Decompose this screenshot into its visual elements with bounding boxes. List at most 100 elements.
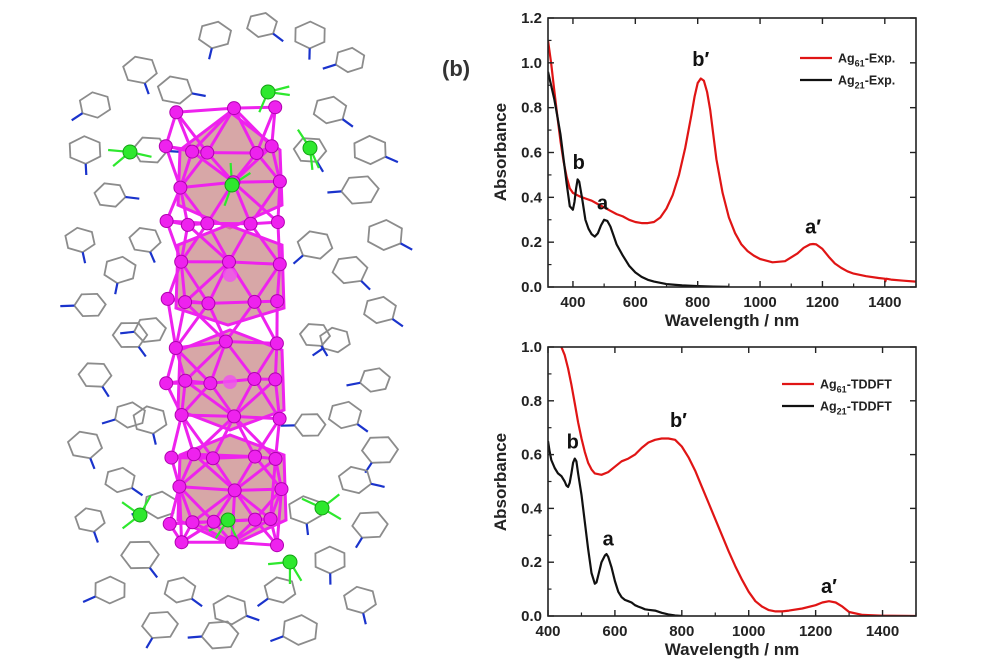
series-line-61-experimental — [548, 40, 916, 283]
silver-atom — [169, 105, 184, 120]
silver-atom — [227, 483, 242, 498]
ligand-ring — [200, 620, 240, 650]
silver-atom — [248, 512, 262, 527]
nitrogen-bond — [400, 242, 413, 251]
nitrogen-bond — [391, 318, 404, 328]
silver-bond — [192, 415, 236, 456]
nitrogen-bond — [120, 330, 135, 335]
silver-atom — [185, 515, 200, 530]
ligand-ring — [93, 182, 127, 208]
nitrogen-bond — [322, 63, 337, 70]
series-line-61-tddft — [560, 347, 916, 616]
nitrogen-bond — [346, 381, 361, 387]
silver-atom — [173, 180, 188, 195]
silver-bond — [233, 415, 277, 460]
series-layer-experimental — [548, 40, 916, 287]
silver-atom — [162, 516, 177, 531]
nitrogen-bond — [356, 423, 369, 433]
silver-bond — [179, 485, 235, 492]
silver-bond — [207, 261, 231, 305]
silver-bond — [234, 487, 282, 492]
peak-label-tddft: a — [603, 528, 615, 550]
nitrogen-bond — [152, 433, 157, 445]
y-tick-label-tddft: 0.4 — [521, 500, 543, 517]
silver-bond — [179, 260, 210, 305]
silver-bond — [231, 517, 272, 544]
nitrogen-bond — [114, 282, 119, 295]
ligand-ring — [298, 323, 332, 347]
silver-atom — [200, 145, 215, 160]
x-tick-label-tddft: 800 — [669, 623, 694, 640]
silver-atom — [272, 411, 287, 426]
x-tick-label-experimental: 600 — [623, 294, 648, 311]
nitrogen-bond — [101, 418, 116, 425]
nitrogen-bond — [316, 161, 325, 173]
ligand-ring — [103, 255, 137, 285]
silver-bond — [208, 300, 255, 305]
legend-tddft: Ag61-TDDFT Ag21-TDDFT — [782, 378, 892, 417]
silver-atom — [272, 174, 287, 189]
x-tick-label-experimental: 1200 — [806, 294, 839, 311]
ligand-ring — [294, 20, 326, 50]
central-silver-atom — [223, 268, 237, 282]
silver-bond — [175, 340, 226, 350]
silver-atom — [206, 514, 221, 529]
silver-bond — [233, 457, 277, 492]
nitrogen-bond — [143, 82, 150, 95]
nitrogen-bond — [145, 637, 154, 649]
y-tick-label-experimental: 1.0 — [521, 55, 542, 72]
silver-bond — [174, 302, 210, 349]
x-tick-label-experimental: 1400 — [868, 294, 901, 311]
green-metal-atom — [282, 554, 298, 570]
ligand-ring — [64, 226, 96, 254]
y-tick-label-experimental: 0.2 — [521, 234, 542, 251]
ligand-ring — [351, 511, 389, 539]
series-line-21-experimental — [548, 71, 729, 287]
silver-bond — [232, 107, 258, 154]
ligand-ring — [360, 436, 400, 464]
silver-bond — [225, 340, 277, 345]
ligand-ring — [120, 540, 160, 570]
peak-label-experimental: b′ — [692, 49, 709, 71]
atoms — [122, 84, 330, 570]
silver-atom — [160, 291, 175, 306]
green-metal-atom — [224, 177, 240, 193]
silver-bond — [191, 520, 233, 544]
y-tick-label-tddft: 0.0 — [521, 608, 542, 625]
silver-atom — [158, 139, 173, 154]
nitrogen-bond — [101, 386, 110, 398]
silver-bond — [255, 106, 277, 154]
y-tick-label-experimental: 0.4 — [521, 189, 543, 206]
silver-atom — [174, 408, 189, 422]
nitrogen-bond — [341, 118, 354, 128]
nitrogen-bond — [246, 614, 260, 622]
silver-bond — [253, 301, 279, 345]
nitrogen-bond — [89, 457, 96, 470]
ligand-ring — [293, 413, 327, 437]
annotations-tddft: b′ a′ b a — [567, 410, 838, 598]
silver-bond — [180, 180, 234, 190]
silver-bond — [164, 145, 182, 189]
ligand-ring — [74, 507, 106, 533]
silver-atom — [224, 535, 239, 550]
silver-bond — [233, 179, 280, 184]
silver-bond — [180, 414, 215, 460]
silver-atom — [268, 100, 283, 115]
silver-bond — [184, 260, 231, 304]
ligand-ring — [111, 322, 149, 348]
x-tick-label-tddft: 1000 — [732, 623, 765, 640]
y-tick-label-experimental: 0.0 — [521, 279, 542, 296]
ligand-ring — [331, 255, 369, 285]
ligand-ring — [78, 91, 112, 119]
ligand-ring — [319, 326, 351, 354]
legend-entry-tddft: Ag61-TDDFT — [820, 378, 892, 395]
peak-label-tddft: b — [567, 432, 579, 454]
peak-label-tddft: a′ — [821, 576, 837, 598]
silver-atom — [249, 146, 264, 160]
silver-atom — [164, 450, 179, 465]
nitrogen-bond — [360, 280, 371, 291]
x-tick-label-tddft: 1200 — [799, 623, 832, 640]
nitrogen-bond — [191, 597, 203, 608]
silver-bond — [234, 414, 280, 421]
